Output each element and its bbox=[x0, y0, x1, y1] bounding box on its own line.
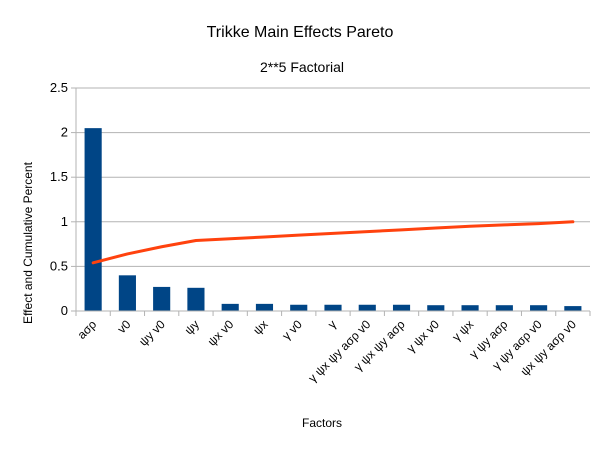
bar bbox=[255, 303, 274, 311]
y-tick-label: 0.5 bbox=[50, 258, 68, 273]
bar bbox=[118, 275, 136, 311]
bar bbox=[221, 303, 239, 311]
bar bbox=[530, 305, 548, 311]
x-axis-label: Factors bbox=[302, 416, 342, 430]
x-tick-label: γ ψx bbox=[449, 317, 476, 344]
bar bbox=[290, 304, 308, 311]
y-tick-label: 2 bbox=[61, 125, 68, 140]
gridlines bbox=[71, 87, 590, 312]
cumulative-line bbox=[91, 220, 575, 265]
x-tick-label: ψy bbox=[182, 317, 202, 337]
bar bbox=[324, 304, 342, 311]
bars bbox=[84, 128, 582, 311]
bar bbox=[392, 304, 411, 311]
x-tick-label: γ v0 bbox=[279, 317, 305, 343]
bar bbox=[427, 305, 445, 311]
y-tick-label: 0 bbox=[61, 303, 68, 318]
bar bbox=[153, 286, 171, 311]
chart-subtitle: 2**5 Factorial bbox=[260, 59, 344, 75]
x-tick-labels: aσρ v0 ψy v0 ψy ψx v0 ψx γ v0 γγ ψx ψy aσρ v0γ … bbox=[75, 311, 591, 385]
x-tick-label: ψy v0 bbox=[136, 317, 168, 349]
bar bbox=[187, 287, 205, 311]
bar bbox=[461, 305, 479, 311]
bar bbox=[564, 306, 582, 311]
x-tick-label: γ bbox=[325, 317, 339, 331]
bar bbox=[358, 304, 376, 311]
y-tick-label: 1 bbox=[61, 214, 68, 229]
cumulative-line-path bbox=[91, 220, 575, 265]
y-tick-label: 1.5 bbox=[50, 169, 68, 184]
bar bbox=[495, 305, 513, 311]
y-tick-labels: 0 0.5 1 1.5 2 2.5 bbox=[50, 80, 68, 318]
y-tick-label: 2.5 bbox=[50, 80, 68, 95]
x-tick-label: aσρ bbox=[75, 317, 100, 342]
y-axis-label: Effect and Cumulative Percent bbox=[21, 161, 35, 324]
chart-title: Trikke Main Effects Pareto bbox=[207, 24, 394, 41]
x-tick-label: γ ψx v0 bbox=[404, 317, 442, 355]
x-tick-label: ψx bbox=[250, 317, 270, 337]
x-tick-label: v0 bbox=[115, 317, 134, 336]
bar bbox=[84, 128, 102, 311]
x-tick-label: ψx v0 bbox=[205, 317, 237, 349]
